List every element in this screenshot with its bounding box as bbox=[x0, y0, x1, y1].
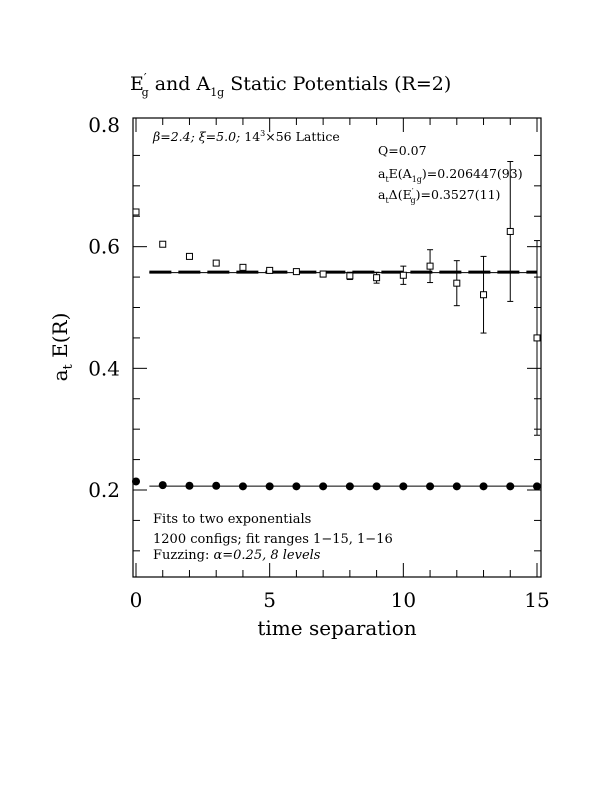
fit-lines bbox=[149, 270, 537, 487]
data-point-circle bbox=[479, 482, 488, 491]
y-tick-label: 0.6 bbox=[88, 235, 120, 259]
title-prefix: E bbox=[130, 73, 144, 95]
data-point-square bbox=[185, 252, 193, 260]
data-point-square bbox=[132, 208, 140, 216]
data-point-square bbox=[239, 263, 247, 271]
param-lattice-post: ×56 Lattice bbox=[265, 129, 340, 144]
data-point-circle bbox=[452, 482, 461, 491]
data-point-circle bbox=[132, 477, 140, 486]
fits-line-3: Fuzzing: α=0.25, 8 levels bbox=[153, 548, 321, 563]
param-beta: β=2.4; bbox=[152, 129, 195, 144]
data-point-square bbox=[266, 266, 274, 274]
x-tick-label: 10 bbox=[391, 588, 416, 612]
energy-a1g-mid-sub: 1g bbox=[412, 175, 422, 184]
y-tick-label: 0.2 bbox=[88, 478, 120, 502]
data-point-circle bbox=[212, 481, 221, 490]
x-axis-label: time separation bbox=[257, 616, 416, 640]
params-annotation: β=2.4; ξ=5.0; 143×56 Lattice bbox=[152, 129, 340, 144]
energy-eg-mid-sub: g bbox=[411, 196, 416, 205]
energy-a1g-annotation: atE(A1g)=0.206447(93) bbox=[378, 166, 523, 184]
chart-title: E′ g and A1g Static Potentials (R=2) bbox=[130, 71, 451, 99]
data-point-square bbox=[373, 274, 381, 282]
data-point-square bbox=[506, 227, 514, 235]
energy-eg-mid: Δ(E bbox=[389, 187, 412, 202]
data-point-circle bbox=[372, 482, 381, 491]
title-prefix-sub: g bbox=[142, 86, 149, 99]
energy-a1g-tail: )=0.206447(93) bbox=[422, 166, 523, 181]
data-point-square bbox=[480, 291, 488, 299]
y-label-main: a bbox=[48, 369, 72, 381]
fits-line-3-pre: Fuzzing: bbox=[153, 548, 213, 563]
title-middle: and A bbox=[149, 73, 211, 95]
y-label-rest: E(R) bbox=[48, 313, 72, 365]
title-prefix-sup: ′ bbox=[144, 71, 147, 85]
data-point-circle bbox=[292, 482, 301, 491]
energy-eg-annotation: atΔ(E′ g)=0.3527(11) bbox=[378, 187, 500, 205]
data-point-circle bbox=[319, 482, 328, 491]
data-point-square bbox=[319, 270, 327, 278]
axis-ticks bbox=[133, 118, 541, 577]
energy-eg-a: a bbox=[378, 187, 386, 202]
x-tick-label: 15 bbox=[524, 588, 549, 612]
data-point-square bbox=[533, 334, 541, 342]
energy-a1g-a: a bbox=[378, 166, 386, 181]
fits-line-3-alpha: α=0.25, 8 levels bbox=[213, 548, 320, 563]
y-axis-label: at E(R) bbox=[48, 313, 76, 382]
data-point-square bbox=[426, 262, 434, 270]
x-tick-labels: 0 5 10 15 bbox=[130, 588, 550, 612]
energy-a1g-mid: E(A bbox=[389, 166, 413, 181]
data-point-circle bbox=[265, 482, 274, 491]
y-label-sub: t bbox=[61, 363, 76, 369]
data-point-circle bbox=[506, 482, 515, 491]
y-tick-labels: 0.2 0.4 0.6 0.8 bbox=[88, 113, 120, 502]
data-point-circle bbox=[185, 481, 194, 490]
x-tick-label: 5 bbox=[263, 588, 276, 612]
plot-frame bbox=[132, 117, 542, 578]
param-lattice-pre: 14 bbox=[244, 129, 260, 144]
fits-line-2: 1200 configs; fit ranges 1−15, 1−16 bbox=[153, 532, 393, 547]
energy-eg-mid-sup: ′ bbox=[412, 187, 414, 196]
q-annotation: Q=0.07 bbox=[378, 143, 427, 158]
energy-eg-tail: )=0.3527(11) bbox=[416, 187, 501, 202]
data-point-square bbox=[292, 268, 300, 276]
param-xi: ξ=5.0; bbox=[199, 129, 240, 144]
energy-eg-a-sub: t bbox=[385, 196, 389, 205]
data-point-circle bbox=[399, 482, 408, 491]
data-point-circle bbox=[533, 482, 541, 491]
data-point-square bbox=[453, 279, 461, 287]
data-point-circle bbox=[238, 482, 247, 491]
data-point-square bbox=[399, 271, 407, 279]
y-tick-label: 0.8 bbox=[88, 113, 120, 137]
x-tick-label: 0 bbox=[130, 588, 143, 612]
data-point-circle bbox=[426, 482, 435, 491]
title-middle-sub: 1g bbox=[210, 86, 224, 99]
data-point-circle bbox=[158, 481, 167, 490]
data-point-square bbox=[346, 272, 354, 280]
data-series bbox=[132, 161, 541, 491]
data-point-square bbox=[159, 240, 167, 248]
data-point-square bbox=[212, 259, 220, 267]
fits-line-1: Fits to two exponentials bbox=[153, 512, 311, 527]
param-lattice-sup: 3 bbox=[260, 129, 265, 138]
data-point-circle bbox=[345, 482, 354, 491]
energy-a1g-a-sub: t bbox=[385, 175, 389, 184]
title-suffix: Static Potentials (R=2) bbox=[224, 73, 451, 95]
y-tick-label: 0.4 bbox=[88, 356, 120, 380]
